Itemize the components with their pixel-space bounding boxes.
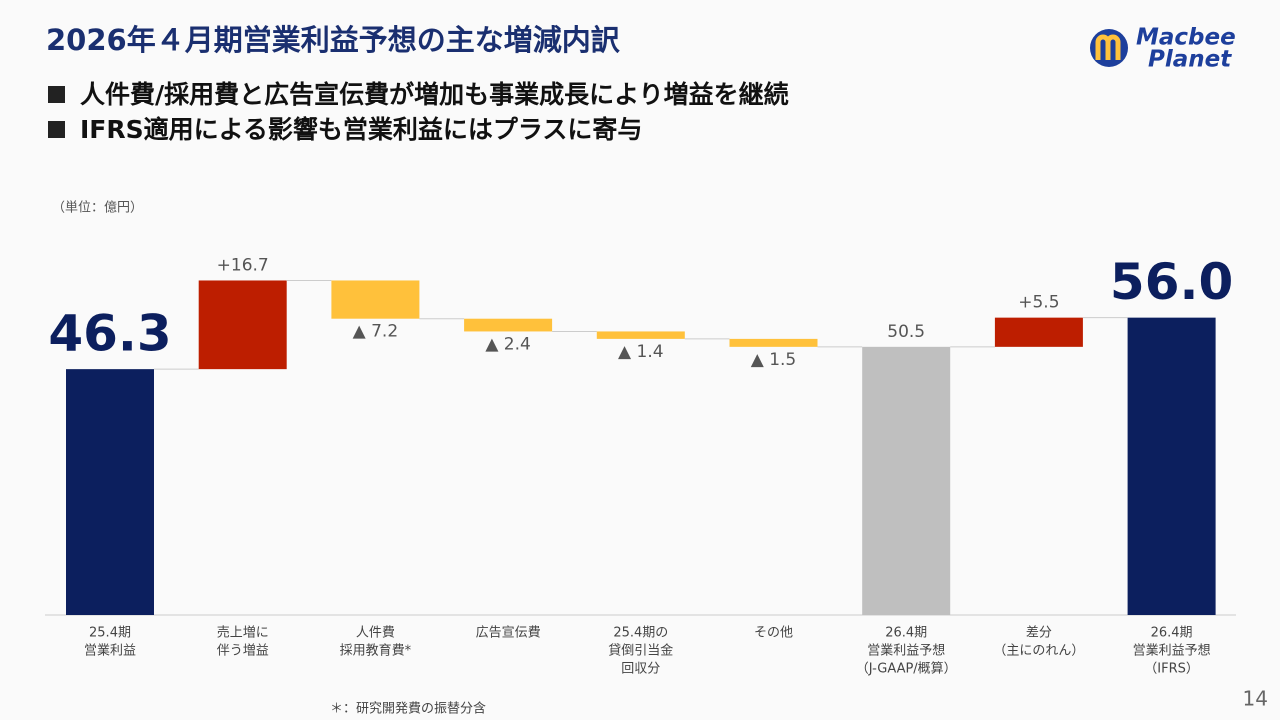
- bar: [331, 280, 420, 319]
- x-tick-label: 採用教育費*: [340, 643, 412, 659]
- bullet-marker: [48, 86, 65, 103]
- bullet-marker: [48, 121, 65, 138]
- bar: [729, 338, 818, 347]
- value-label: 50.5: [887, 322, 925, 342]
- value-label: ▲ 7.2: [353, 322, 399, 342]
- logo-text: Planet: [1148, 47, 1232, 73]
- value-label: ▲ 1.4: [618, 342, 664, 362]
- x-tick-label: 営業利益予想: [867, 643, 945, 659]
- x-tick-label: 26.4期: [1151, 626, 1193, 641]
- logo: Macbee Planet: [1090, 25, 1236, 73]
- x-tick-label: （IFRS）: [1144, 662, 1199, 677]
- x-tick-label: その他: [754, 626, 793, 641]
- bar: [198, 280, 287, 370]
- x-tick-label: 売上増に: [217, 625, 269, 641]
- page-number: 14: [1243, 687, 1268, 711]
- bar: [862, 346, 951, 615]
- value-label: ▲ 1.5: [751, 350, 797, 370]
- x-tick-label: 営業利益: [84, 643, 136, 659]
- value-label: +16.7: [217, 255, 269, 275]
- logo-icon-m: [1095, 34, 1121, 60]
- bullet: 人件費/採用費と広告宣伝費が増加も事業成長により増益を継続: [80, 80, 789, 109]
- x-tick-label: 人件費: [356, 626, 395, 641]
- x-tick-label: 回収分: [621, 662, 660, 677]
- bullet: IFRS適用による影響も営業利益にはプラスに寄与: [80, 115, 642, 144]
- value-label: 56.0: [1110, 253, 1233, 311]
- slide-title: 2026年４月期営業利益予想の主な増減内訳: [46, 23, 621, 57]
- x-tick-label: 26.4期: [885, 626, 927, 641]
- bar: [1127, 317, 1216, 615]
- x-tick-label: （J-GAAP/概算）: [856, 662, 957, 677]
- bar: [596, 331, 685, 339]
- x-tick-label: 広告宣伝費: [476, 625, 541, 641]
- logo-text: Macbee: [1136, 25, 1236, 51]
- x-tick-label: （主にのれん）: [993, 644, 1084, 659]
- value-label: ▲ 2.4: [485, 334, 531, 354]
- bar: [66, 369, 154, 615]
- footnote: ＊：研究開発費の振替分含: [330, 701, 486, 717]
- bar: [464, 318, 553, 332]
- value-label: 46.3: [48, 305, 171, 363]
- x-tick-label: 25.4期: [89, 626, 131, 641]
- unit-label: （単位：億円）: [52, 200, 143, 216]
- x-tick-label: 25.4期の: [613, 626, 668, 641]
- x-tick-label: 差分: [1026, 626, 1052, 641]
- x-tick-label: 伴う増益: [217, 644, 269, 659]
- x-tick-label: 貸倒引当金: [608, 643, 673, 659]
- value-label: +5.5: [1018, 293, 1059, 313]
- x-tick-label: 営業利益予想: [1133, 643, 1211, 659]
- bar: [994, 317, 1083, 347]
